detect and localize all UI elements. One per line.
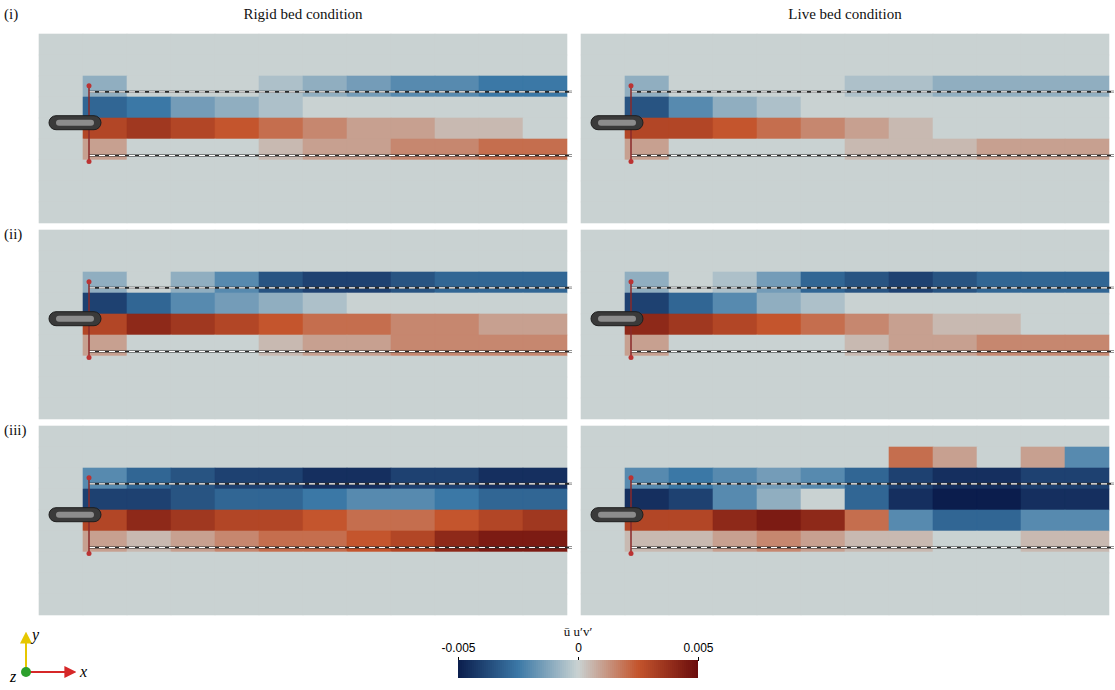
html-text:(ii): (ii) bbox=[4, 226, 23, 242]
svg-text:-0.005: -0.005 bbox=[441, 641, 475, 655]
svg-text:x: x bbox=[79, 663, 87, 680]
html-text:(i): (i) bbox=[4, 6, 19, 22]
html-text:Live bed condition: Live bed condition bbox=[788, 6, 902, 22]
html-text:ū u′v′: ū u′v′ bbox=[563, 624, 593, 639]
html-text:(iii): (iii) bbox=[4, 422, 27, 438]
svg-text:y: y bbox=[30, 626, 40, 644]
svg-text:z: z bbox=[9, 668, 17, 685]
svg-text:0: 0 bbox=[575, 641, 582, 655]
html-text:Rigid bed condition: Rigid bed condition bbox=[243, 6, 363, 22]
svg-text:0.005: 0.005 bbox=[683, 641, 713, 655]
